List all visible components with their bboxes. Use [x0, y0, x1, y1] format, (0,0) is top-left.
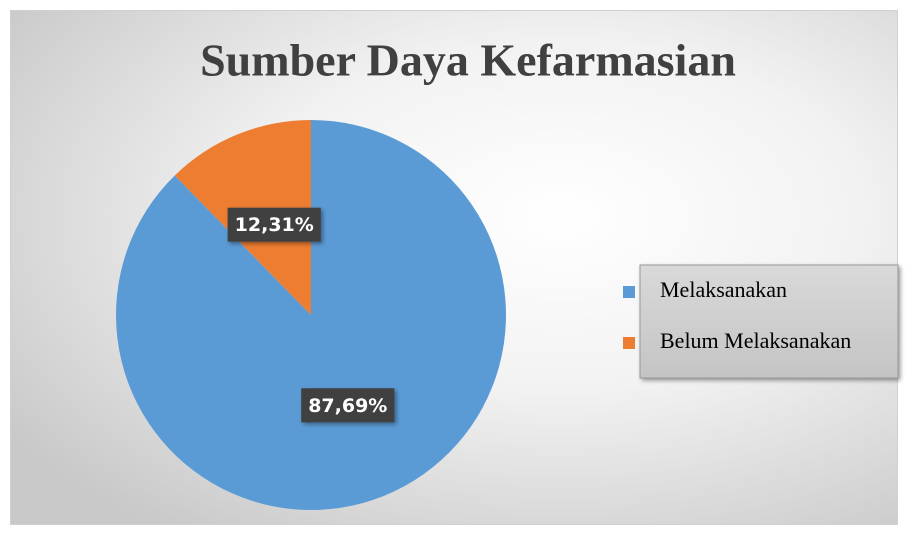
value-label: 87,69% — [308, 395, 387, 417]
value-label-group: 87,69% — [301, 388, 395, 423]
legend-label: Belum Melaksanakan — [660, 328, 851, 353]
legend-box — [639, 264, 899, 379]
legend-swatch — [623, 286, 635, 298]
value-label-bg — [301, 388, 395, 423]
chart-title: Sumber Daya Kefarmasian — [200, 35, 736, 86]
legend-swatch — [623, 337, 635, 349]
value-label-group: 12,31% — [227, 207, 321, 242]
legend-label: Melaksanakan — [660, 277, 787, 302]
value-label-bg — [227, 207, 321, 242]
value-label: 12,31% — [235, 214, 314, 236]
